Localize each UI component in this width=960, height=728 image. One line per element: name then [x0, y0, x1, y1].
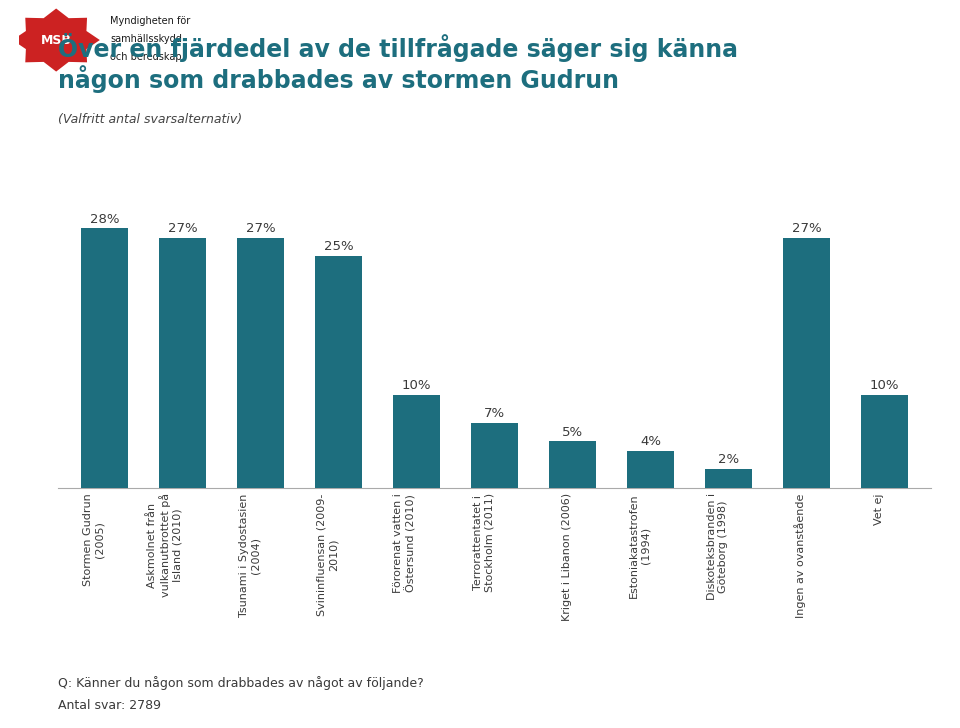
Text: (Valfritt antal svarsalternativ): (Valfritt antal svarsalternativ) — [58, 113, 242, 126]
Text: 25%: 25% — [324, 240, 353, 253]
Text: Över en fjärdedel av de tillfrågade säger sig känna: Över en fjärdedel av de tillfrågade säge… — [58, 33, 737, 62]
Text: 10%: 10% — [401, 379, 431, 392]
Bar — [627, 451, 674, 488]
Bar — [237, 237, 284, 488]
Text: 5%: 5% — [562, 426, 583, 439]
Text: MSB: MSB — [40, 33, 72, 47]
Polygon shape — [12, 9, 100, 71]
Text: Antal svar: 2789: Antal svar: 2789 — [58, 699, 160, 712]
Text: och beredskap: och beredskap — [110, 52, 181, 62]
Text: Myndigheten för: Myndigheten för — [110, 16, 190, 25]
Text: Q: Känner du någon som drabbades av något av följande?: Q: Känner du någon som drabbades av någo… — [58, 676, 423, 689]
Text: 28%: 28% — [89, 213, 119, 226]
Bar — [783, 237, 829, 488]
Text: 27%: 27% — [246, 222, 276, 235]
Bar — [471, 423, 517, 488]
Text: 10%: 10% — [870, 379, 900, 392]
Bar — [705, 470, 752, 488]
Text: 27%: 27% — [792, 222, 821, 235]
Bar — [549, 441, 596, 488]
Text: samhällsskydd: samhällsskydd — [110, 34, 181, 44]
Text: Nationellt: Nationellt — [762, 16, 851, 33]
Text: 7%: 7% — [484, 407, 505, 420]
Text: 27%: 27% — [168, 222, 197, 235]
Text: 4%: 4% — [640, 435, 660, 448]
Bar — [81, 229, 128, 488]
Bar — [315, 256, 362, 488]
Text: någon som drabbades av stormen Gudrun: någon som drabbades av stormen Gudrun — [58, 66, 618, 93]
Bar — [393, 395, 440, 488]
Bar — [159, 237, 205, 488]
Bar — [861, 395, 908, 488]
Text: 2%: 2% — [718, 454, 739, 467]
